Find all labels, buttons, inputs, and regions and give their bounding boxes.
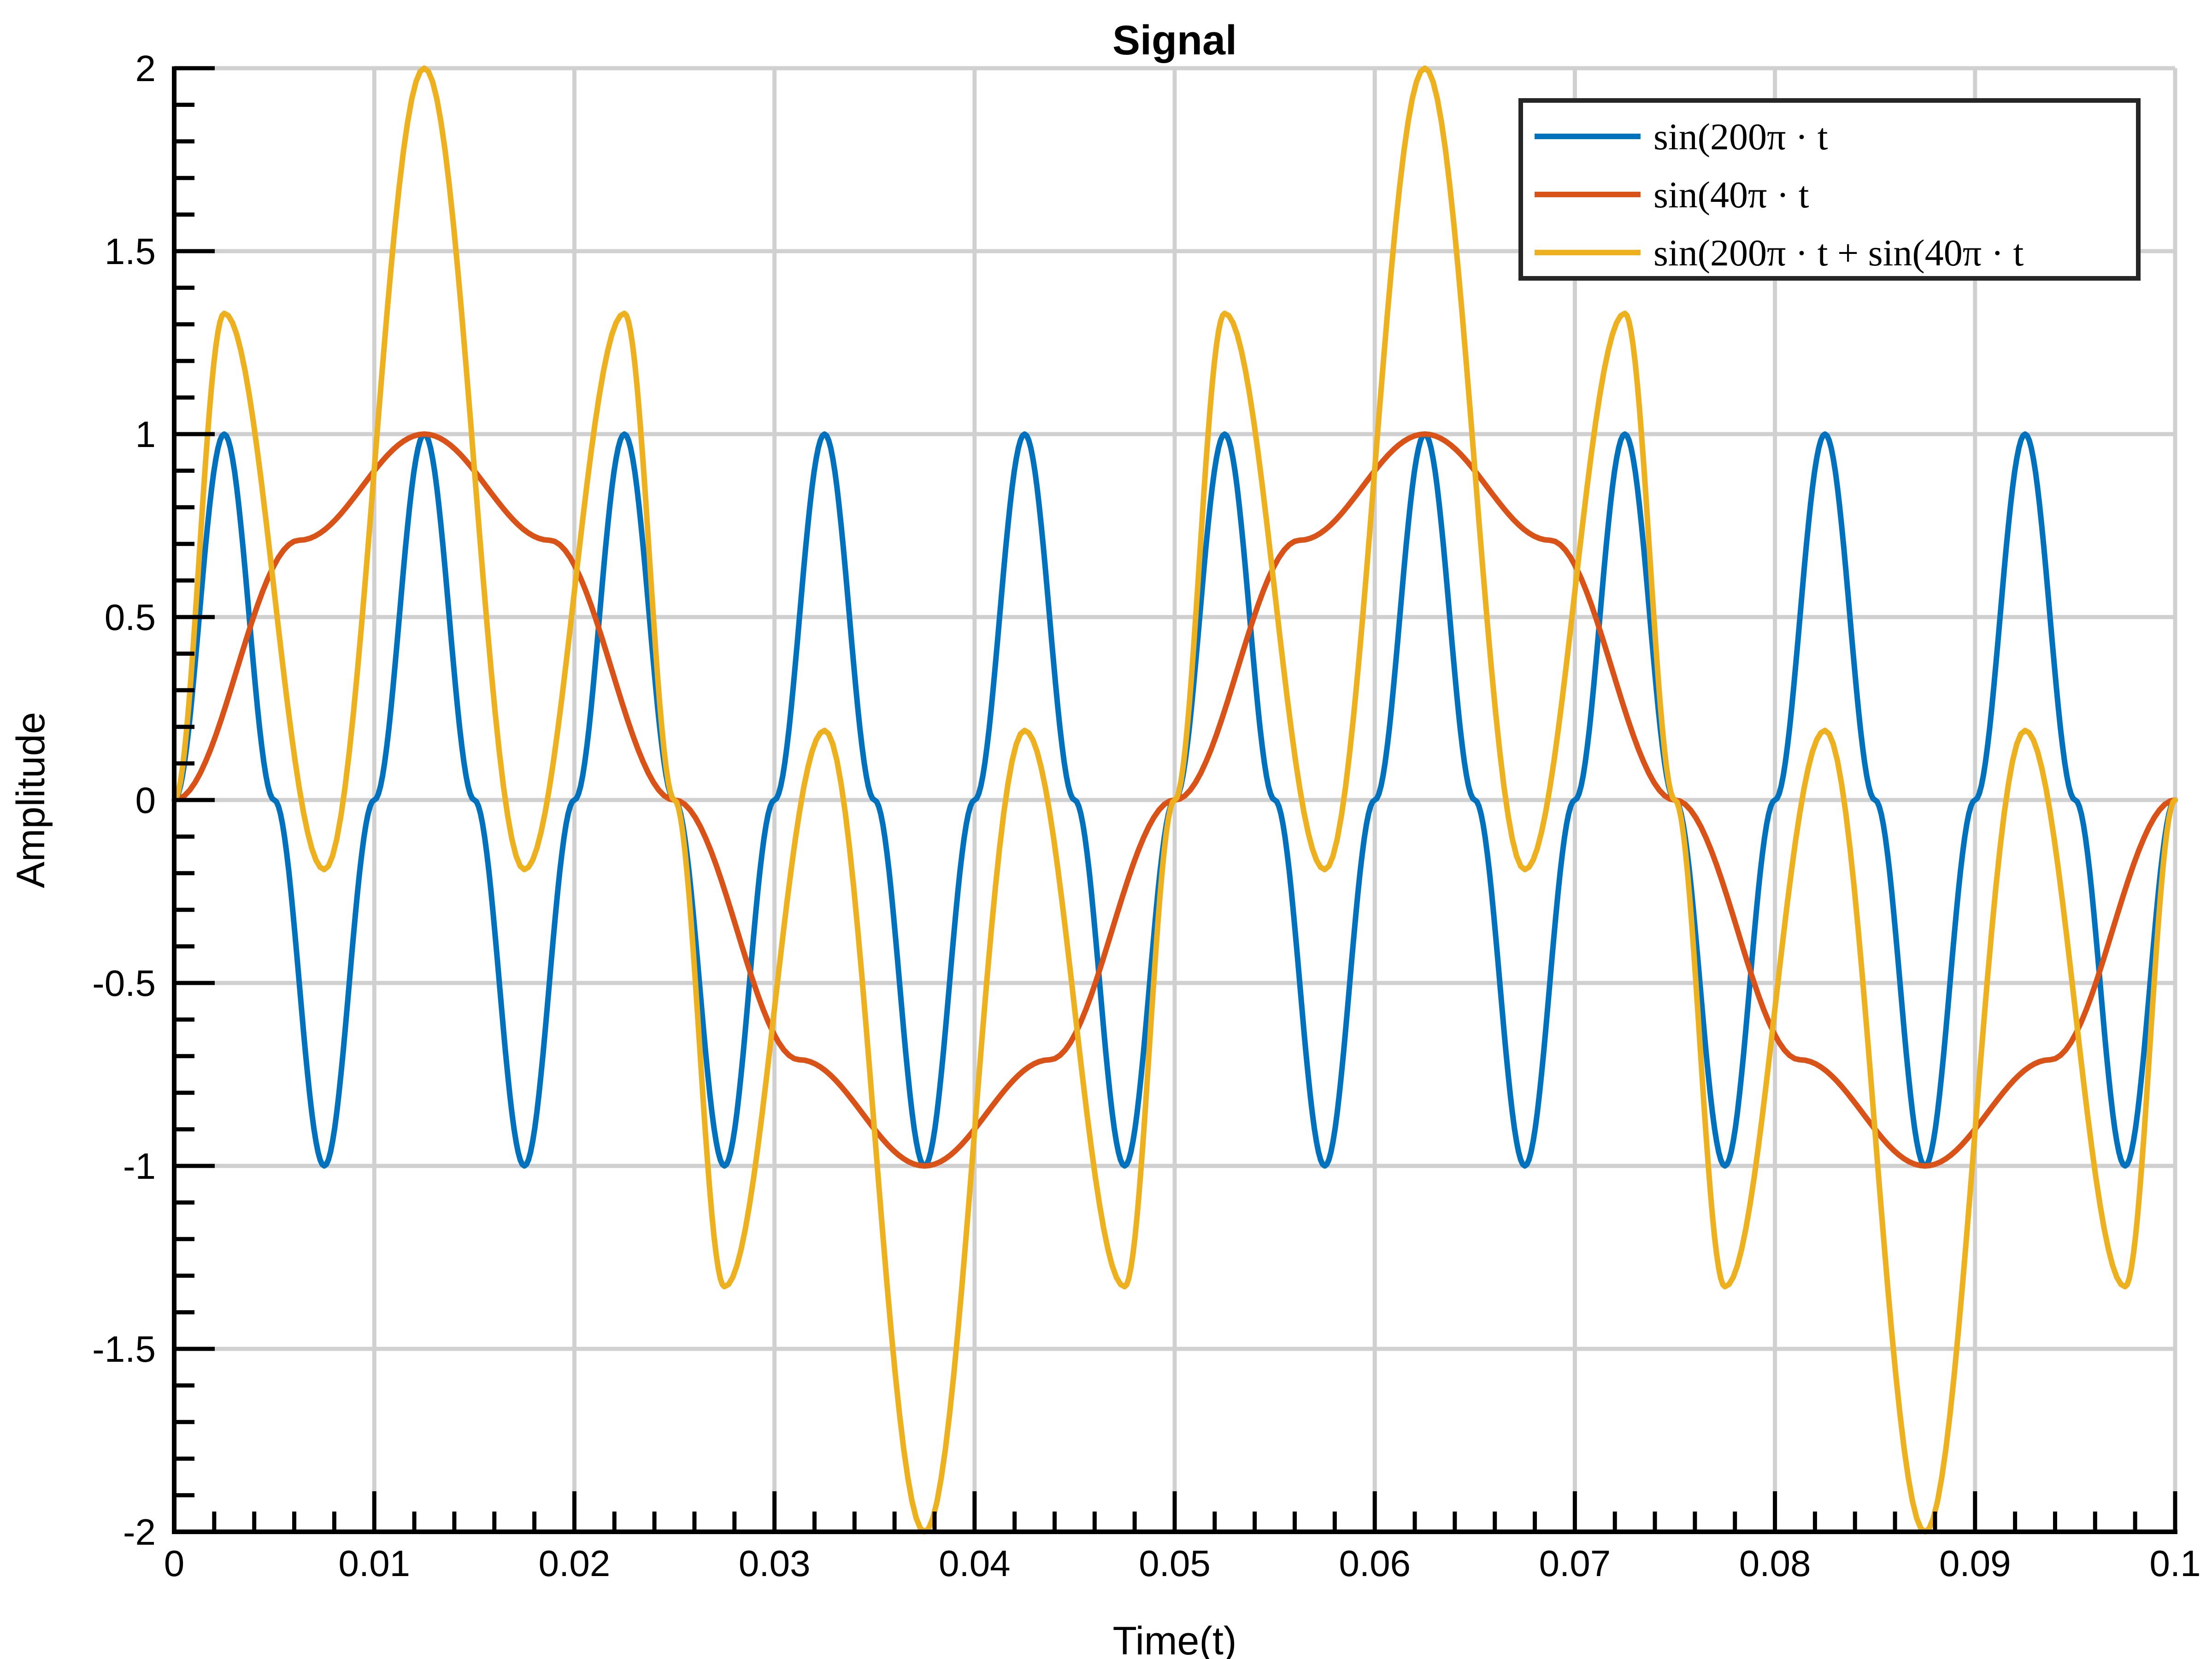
y-tick-label: 0 [135,780,156,821]
y-tick-label: -1 [123,1146,156,1187]
x-tick-label: 0.08 [1739,1543,1811,1584]
series-lines [171,65,2178,1535]
legend-box [1518,98,2141,281]
y-tick-label: -0.5 [92,963,156,1004]
chart-title: Signal [1112,18,1237,64]
y-axis-label: Amplitude [9,712,53,888]
axes [172,66,2177,1534]
y-tick-label: -1.5 [92,1329,156,1370]
y-tick-label: 1 [135,414,156,455]
x-tick-label: 0.01 [338,1543,410,1584]
legend-label-0: sin(200π · t [1653,116,1828,158]
y-tick-label: 2 [135,48,156,89]
x-tick-label: 0.02 [539,1543,611,1584]
y-tick-label: -2 [123,1512,156,1553]
x-tick-label: 0.04 [939,1543,1011,1584]
x-tick-label: 0.03 [739,1543,811,1584]
x-tick-label: 0 [164,1543,185,1584]
tick-labels: 0 0.01 0.02 0.03 0.04 0.05 0.06 0.07 0.08 0.09 0.1… [92,48,2200,1584]
y-tick-label: 0.5 [105,597,156,638]
legend-label-2: sin(200π · t + sin(40π · t [1653,232,2024,274]
legend-label-1: sin(40π · t [1653,174,1809,216]
x-tick-label: 0.09 [1939,1543,2011,1584]
x-tick-label: 0.06 [1339,1543,1411,1584]
x-tick-label: 0.07 [1539,1543,1611,1584]
x-tick-label: 0.05 [1139,1543,1211,1584]
x-axis-label: Time(t) [1112,1619,1236,1659]
legend: sin(200π · t sin(40π · t sin(200π · t + si… [1518,98,2141,281]
x-tick-label: 0.1 [2149,1543,2200,1584]
series-line-2 [171,65,2178,1535]
y-tick-label: 1.5 [105,231,156,272]
